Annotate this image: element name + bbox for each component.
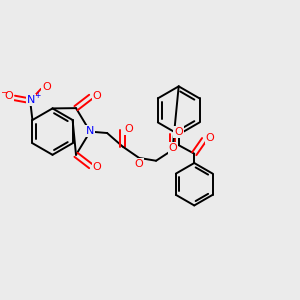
Text: O: O bbox=[135, 159, 143, 169]
Text: N: N bbox=[27, 95, 35, 105]
Text: O: O bbox=[42, 82, 51, 92]
Text: O: O bbox=[93, 162, 101, 172]
Text: O: O bbox=[174, 127, 183, 137]
Text: O: O bbox=[169, 143, 177, 153]
Text: +: + bbox=[34, 91, 41, 100]
Text: O: O bbox=[93, 91, 101, 101]
Text: O: O bbox=[4, 91, 13, 101]
Text: N: N bbox=[86, 126, 94, 136]
Text: O: O bbox=[124, 124, 133, 134]
Text: −: − bbox=[0, 87, 8, 96]
Text: O: O bbox=[206, 133, 214, 143]
